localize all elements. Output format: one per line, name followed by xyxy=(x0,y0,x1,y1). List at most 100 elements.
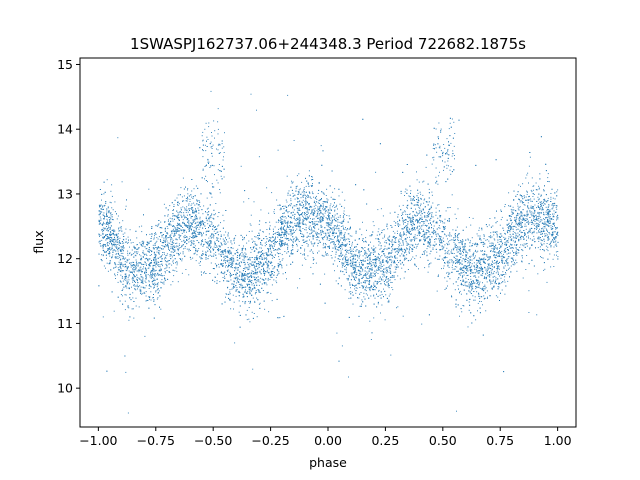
data-point xyxy=(394,241,396,243)
data-point xyxy=(143,291,145,293)
data-point xyxy=(315,204,317,206)
data-point xyxy=(167,245,169,247)
data-point xyxy=(304,250,305,252)
data-point xyxy=(370,286,372,288)
data-point xyxy=(129,229,131,231)
data-point xyxy=(218,253,220,255)
data-point xyxy=(529,228,531,230)
data-point xyxy=(194,233,196,235)
data-point xyxy=(492,225,494,227)
data-point xyxy=(267,261,269,263)
data-point xyxy=(397,221,399,223)
data-point xyxy=(391,249,393,251)
data-point xyxy=(526,193,528,195)
data-point xyxy=(296,238,298,240)
data-point xyxy=(115,257,117,259)
data-point xyxy=(371,234,373,236)
data-point xyxy=(322,192,324,194)
data-point xyxy=(465,256,467,258)
data-point xyxy=(505,260,507,261)
data-point xyxy=(250,281,251,283)
data-point xyxy=(254,277,256,279)
data-point xyxy=(465,266,467,268)
data-point xyxy=(428,244,430,246)
data-point xyxy=(444,147,446,149)
data-point xyxy=(477,273,479,274)
data-point xyxy=(433,144,435,146)
data-point xyxy=(414,215,416,217)
data-point xyxy=(279,317,281,319)
data-point xyxy=(309,239,310,241)
data-point xyxy=(502,260,504,262)
data-point xyxy=(479,298,481,299)
data-point xyxy=(303,191,305,192)
data-point xyxy=(280,263,282,265)
data-point xyxy=(538,185,540,187)
data-point xyxy=(236,282,238,284)
data-point xyxy=(303,241,305,243)
data-point xyxy=(244,268,246,270)
data-point xyxy=(414,258,416,260)
data-point xyxy=(193,210,195,212)
data-point xyxy=(365,252,367,254)
data-point xyxy=(476,251,478,253)
data-point xyxy=(494,239,496,241)
data-point xyxy=(133,245,135,247)
data-point xyxy=(268,264,270,266)
data-point xyxy=(448,261,450,263)
data-point xyxy=(110,249,112,251)
data-point xyxy=(393,241,395,243)
data-point xyxy=(113,229,115,231)
data-point xyxy=(457,270,459,272)
data-point xyxy=(360,273,362,275)
data-point xyxy=(556,215,558,217)
data-point xyxy=(230,241,232,243)
data-point xyxy=(162,265,163,267)
data-point xyxy=(115,244,117,246)
data-point xyxy=(228,264,230,266)
data-point xyxy=(463,284,465,286)
data-point xyxy=(354,288,356,290)
data-point xyxy=(537,218,539,220)
data-point xyxy=(418,233,420,235)
data-point xyxy=(286,264,288,266)
data-point xyxy=(99,211,101,213)
data-point xyxy=(491,268,493,270)
data-point xyxy=(366,271,368,273)
data-point xyxy=(173,262,174,264)
data-point xyxy=(355,232,357,234)
data-point xyxy=(328,224,330,226)
data-point xyxy=(132,292,134,294)
data-point xyxy=(489,267,491,269)
data-point xyxy=(119,256,121,258)
data-point xyxy=(212,217,214,219)
data-point xyxy=(278,271,280,273)
data-point xyxy=(284,225,286,227)
data-point xyxy=(205,165,207,167)
data-point xyxy=(513,212,514,214)
data-point xyxy=(317,193,319,194)
data-point xyxy=(404,255,406,257)
data-point xyxy=(263,264,265,266)
data-point xyxy=(429,233,431,235)
data-point xyxy=(406,230,408,232)
data-point xyxy=(532,189,534,191)
data-point xyxy=(164,271,166,272)
data-point xyxy=(313,213,315,215)
data-point xyxy=(399,245,401,247)
data-point xyxy=(539,221,541,223)
data-point xyxy=(450,259,452,261)
data-point xyxy=(334,199,336,200)
data-point xyxy=(512,258,514,260)
data-point xyxy=(503,266,505,268)
data-point xyxy=(481,229,483,231)
data-point xyxy=(290,200,292,202)
data-point xyxy=(483,254,485,256)
data-point xyxy=(434,232,436,234)
data-point xyxy=(217,121,219,123)
data-point xyxy=(525,225,527,227)
data-point xyxy=(512,247,514,249)
data-point xyxy=(246,256,248,258)
data-point xyxy=(321,233,322,235)
data-point xyxy=(278,272,280,274)
